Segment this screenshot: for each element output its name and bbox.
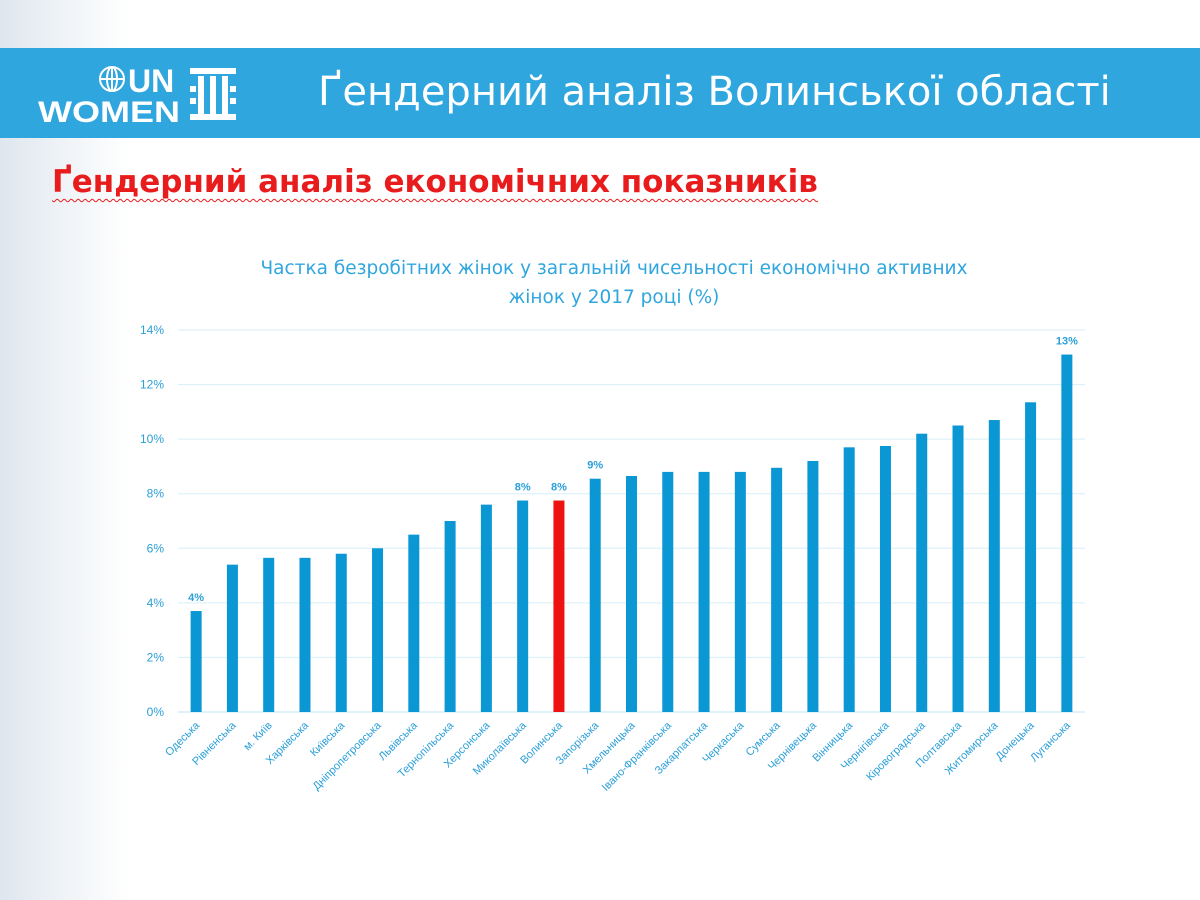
data-label: 13%: [1056, 336, 1078, 348]
logo-text-un: UN: [128, 63, 174, 99]
bar: [626, 475, 637, 712]
y-tick-label: 14%: [140, 323, 164, 337]
left-gradient-panel: [0, 0, 130, 900]
data-label: 8%: [515, 482, 531, 494]
y-tick-label: 4%: [147, 596, 165, 610]
bar: [1061, 354, 1073, 712]
page-title: Ґендерний аналіз Волинської області: [318, 69, 1111, 115]
bar: [698, 471, 710, 712]
x-tick-label: м. Київ: [241, 720, 274, 753]
bar: [807, 460, 819, 712]
un-emblem-icon: [99, 66, 125, 92]
bar: [263, 557, 275, 712]
bar: [771, 467, 783, 712]
bar: [480, 504, 492, 712]
y-tick-label: 8%: [147, 487, 165, 501]
y-tick-label: 10%: [140, 432, 164, 446]
bar: [226, 564, 238, 712]
bar: [734, 471, 746, 712]
data-label: 8%: [551, 482, 567, 494]
header-banner: UN WOMEN Ґендерний аналіз Волинської обл…: [0, 48, 1200, 138]
x-tick-label: Івано-Франківська: [600, 719, 675, 794]
equality-symbol-icon: [190, 68, 236, 120]
bar: [952, 425, 964, 712]
y-tick-label: 12%: [140, 378, 164, 392]
bar: [988, 420, 1000, 712]
bar: [517, 500, 529, 712]
bar: [879, 445, 891, 712]
section-title: Ґендерний аналіз економічних показників: [52, 164, 818, 200]
bar: [662, 471, 674, 712]
bar: [372, 548, 384, 712]
bar: [299, 557, 311, 712]
data-label: 9%: [587, 460, 603, 472]
bar: [916, 433, 928, 712]
bar: [589, 478, 601, 712]
bars: [190, 354, 1073, 712]
x-tick-label: Луганська: [1028, 719, 1073, 764]
un-women-logo: UN WOMEN: [38, 62, 238, 126]
y-tick-label: 6%: [147, 541, 165, 555]
x-tick-label: Дніпропетровська: [311, 719, 385, 793]
bar: [843, 447, 855, 712]
data-labels: 4% 8% 8% 9% 13%: [188, 336, 1078, 604]
chart-title-line-2: жінок у 2017 році (%): [508, 287, 720, 308]
chart-title-line-1: Частка безробітних жінок у загальній чис…: [260, 258, 968, 279]
y-tick-label: 0%: [147, 705, 165, 719]
bar: [335, 553, 347, 712]
y-tick-label: 2%: [147, 650, 165, 664]
bar: [444, 521, 456, 712]
logo-text-women: WOMEN: [38, 96, 180, 126]
bar-highlight: [553, 500, 565, 712]
data-label: 4%: [188, 592, 204, 604]
bar: [190, 611, 202, 712]
chart-title: Частка безробітних жінок у загальній чис…: [214, 254, 1014, 312]
bar: [1025, 402, 1037, 712]
y-axis: 0% 2% 4% 6% 8% 10% 12% 14%: [140, 323, 164, 719]
bar: [408, 534, 420, 712]
